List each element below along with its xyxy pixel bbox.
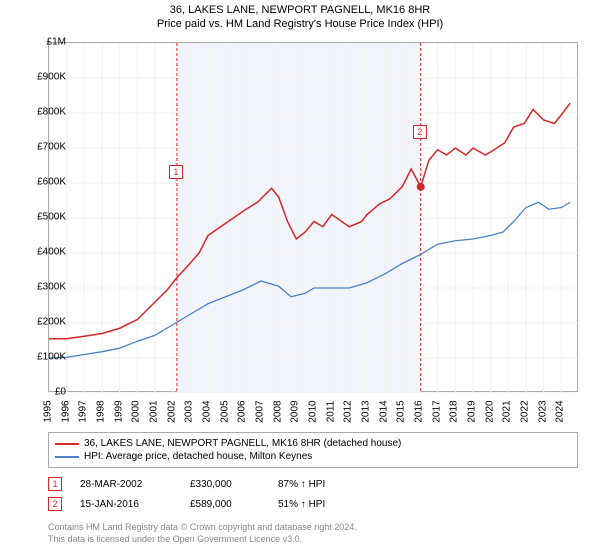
sale-delta-1: 87% ↑ HPI bbox=[278, 479, 325, 490]
x-tick-label: 2015 bbox=[396, 397, 407, 427]
x-tick-label: 2016 bbox=[414, 397, 425, 427]
x-tick-label: 2023 bbox=[537, 397, 548, 427]
x-tick-label: 2020 bbox=[484, 397, 495, 427]
x-tick-label: 2004 bbox=[202, 397, 213, 427]
x-tick-label: 1997 bbox=[78, 397, 89, 427]
x-tick-label: 2010 bbox=[308, 397, 319, 427]
x-tick-label: 2014 bbox=[378, 397, 389, 427]
y-tick-label: £100K bbox=[37, 352, 66, 363]
footer-line-1: Contains HM Land Registry data © Crown c… bbox=[48, 522, 578, 534]
x-tick-label: 2008 bbox=[272, 397, 283, 427]
x-tick-label: 2018 bbox=[449, 397, 460, 427]
sale-marker-1: 1 bbox=[48, 477, 62, 491]
legend-swatch-hpi bbox=[55, 456, 79, 458]
y-tick-label: £900K bbox=[37, 72, 66, 83]
y-tick-label: £700K bbox=[37, 142, 66, 153]
sale-row-1: 1 28-MAR-2002 £330,000 87% ↑ HPI bbox=[48, 474, 578, 494]
footer-line-2: This data is licensed under the Open Gov… bbox=[48, 534, 578, 546]
title-main: 36, LAKES LANE, NEWPORT PAGNELL, MK16 8H… bbox=[0, 4, 600, 16]
x-tick-label: 1999 bbox=[113, 397, 124, 427]
x-tick-label: 1996 bbox=[60, 397, 71, 427]
chart-svg bbox=[49, 43, 579, 393]
chart-sale-marker: 1 bbox=[169, 165, 183, 179]
x-tick-label: 2009 bbox=[290, 397, 301, 427]
title-area: 36, LAKES LANE, NEWPORT PAGNELL, MK16 8H… bbox=[0, 0, 600, 30]
x-tick-label: 2000 bbox=[131, 397, 142, 427]
x-tick-label: 2007 bbox=[255, 397, 266, 427]
x-tick-label: 1995 bbox=[43, 397, 54, 427]
title-sub: Price paid vs. HM Land Registry's House … bbox=[0, 18, 600, 30]
sale-price-2: £589,000 bbox=[190, 499, 260, 510]
x-tick-label: 2012 bbox=[343, 397, 354, 427]
x-tick-label: 2013 bbox=[361, 397, 372, 427]
y-tick-label: £1M bbox=[47, 37, 66, 48]
sales-list: 1 28-MAR-2002 £330,000 87% ↑ HPI 2 15-JA… bbox=[48, 474, 578, 514]
sale-price-1: £330,000 bbox=[190, 479, 260, 490]
x-tick-label: 2011 bbox=[325, 397, 336, 427]
x-tick-label: 2001 bbox=[149, 397, 160, 427]
x-tick-label: 2006 bbox=[237, 397, 248, 427]
sale-delta-2: 51% ↑ HPI bbox=[278, 499, 325, 510]
legend-label-hpi: HPI: Average price, detached house, Milt… bbox=[84, 451, 312, 462]
x-tick-label: 1998 bbox=[96, 397, 107, 427]
legend-row-hpi: HPI: Average price, detached house, Milt… bbox=[55, 450, 571, 463]
y-tick-label: £800K bbox=[37, 107, 66, 118]
x-tick-label: 2017 bbox=[431, 397, 442, 427]
chart-sale-marker: 2 bbox=[413, 125, 427, 139]
sale-row-2: 2 15-JAN-2016 £589,000 51% ↑ HPI bbox=[48, 494, 578, 514]
legend-row-property: 36, LAKES LANE, NEWPORT PAGNELL, MK16 8H… bbox=[55, 437, 571, 450]
x-tick-label: 2005 bbox=[219, 397, 230, 427]
x-tick-label: 2002 bbox=[166, 397, 177, 427]
x-tick-label: 2024 bbox=[555, 397, 566, 427]
sale-marker-2: 2 bbox=[48, 497, 62, 511]
chart-plot-area bbox=[48, 42, 578, 392]
y-tick-label: £600K bbox=[37, 177, 66, 188]
legend-label-property: 36, LAKES LANE, NEWPORT PAGNELL, MK16 8H… bbox=[84, 438, 401, 449]
legend-swatch-property bbox=[55, 443, 79, 445]
y-tick-label: £500K bbox=[37, 212, 66, 223]
footer: Contains HM Land Registry data © Crown c… bbox=[48, 522, 578, 545]
y-tick-label: £300K bbox=[37, 282, 66, 293]
y-tick-label: £400K bbox=[37, 247, 66, 258]
chart-container: 36, LAKES LANE, NEWPORT PAGNELL, MK16 8H… bbox=[0, 0, 600, 560]
legend: 36, LAKES LANE, NEWPORT PAGNELL, MK16 8H… bbox=[48, 432, 578, 468]
x-tick-label: 2019 bbox=[467, 397, 478, 427]
x-tick-label: 2022 bbox=[520, 397, 531, 427]
x-tick-label: 2021 bbox=[502, 397, 513, 427]
sale-date-2: 15-JAN-2016 bbox=[80, 499, 172, 510]
y-tick-label: £200K bbox=[37, 317, 66, 328]
sale-date-1: 28-MAR-2002 bbox=[80, 479, 172, 490]
x-tick-label: 2003 bbox=[184, 397, 195, 427]
